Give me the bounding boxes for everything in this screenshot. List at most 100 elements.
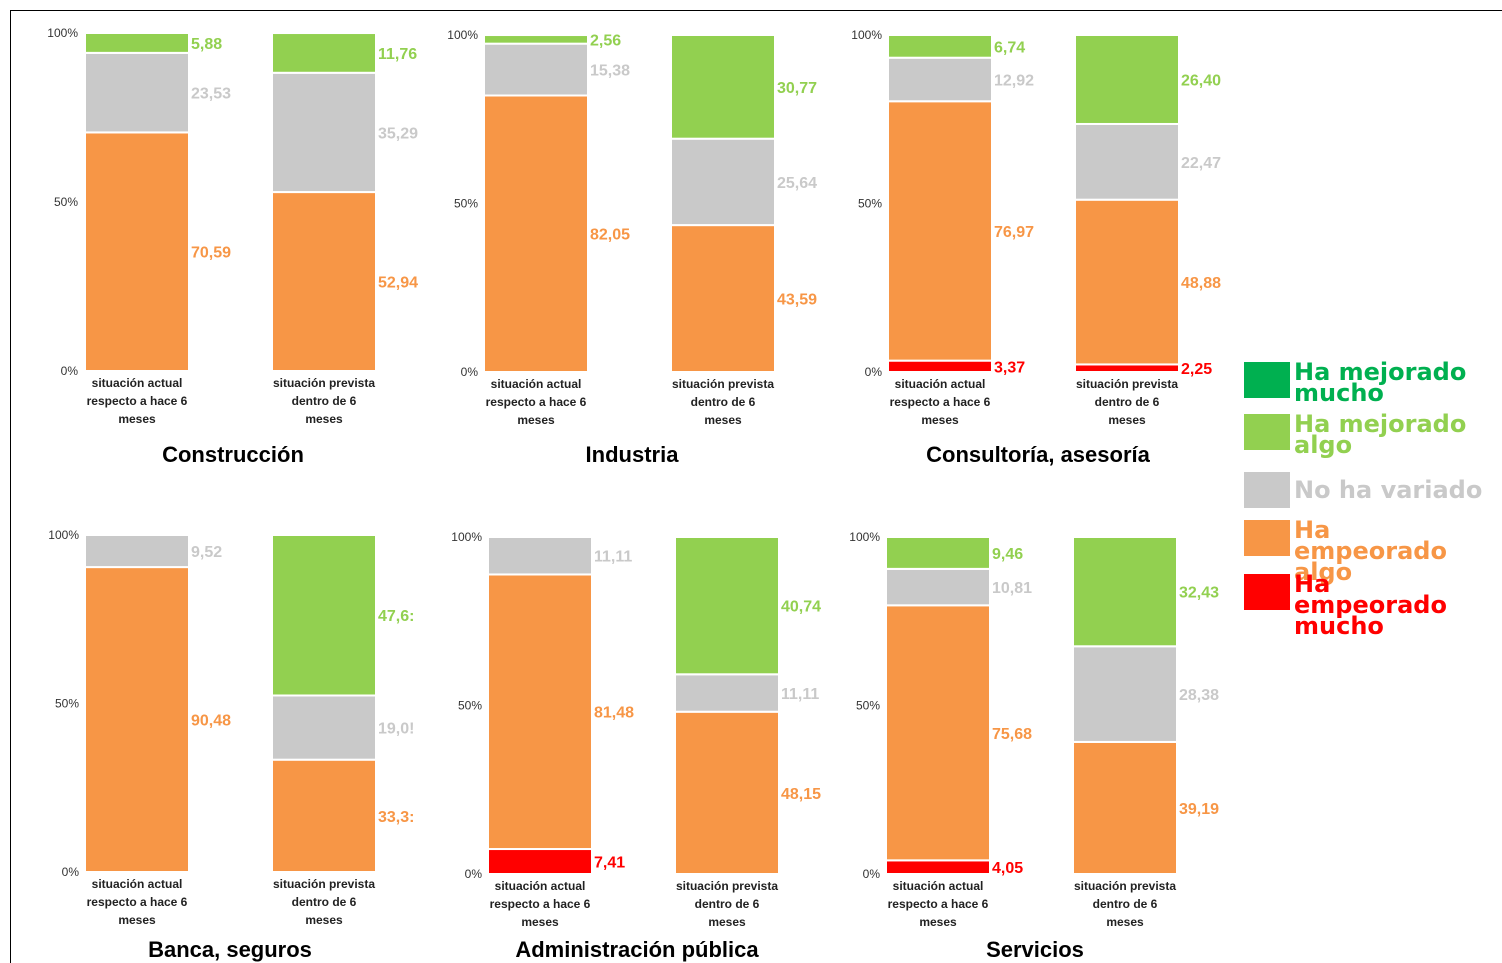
data-label: 15,38 xyxy=(590,63,630,80)
bar-segment-ha-mejorado-algo xyxy=(271,32,377,74)
x-category-label: dentro de 6 xyxy=(1095,395,1160,409)
data-label: 7,41 xyxy=(594,855,625,872)
x-category-label: dentro de 6 xyxy=(292,895,357,909)
data-label: 9,52 xyxy=(191,544,222,561)
legend-swatch-empeorado-algo xyxy=(1244,520,1290,556)
data-label: 23,53 xyxy=(191,86,231,103)
bar-segment-ha-empeorado-algo xyxy=(84,566,190,873)
x-category-label: situación prevista xyxy=(273,877,375,891)
chart-banca-seguros: 0% 50% 100% 90,48 9,52 situación actual respec… xyxy=(48,528,414,962)
bar-segment-ha-empeorado-algo xyxy=(1072,740,1178,875)
chart-title: Construcción xyxy=(162,442,304,467)
bar-segment-ha-empeorado-mucho xyxy=(887,359,993,373)
data-label: 52,94 xyxy=(378,275,418,292)
data-label: 25,64 xyxy=(777,175,817,192)
data-label: 48,88 xyxy=(1181,275,1221,292)
y-tick-label: 50% xyxy=(55,697,79,711)
bar-segment-no-ha-variado xyxy=(1074,122,1180,201)
y-tick-label: 100% xyxy=(851,28,882,42)
x-category-label: respecto a hace 6 xyxy=(490,897,591,911)
x-category-label: respecto a hace 6 xyxy=(888,897,989,911)
bar-segment-no-ha-variado xyxy=(670,137,776,227)
x-category-label: dentro de 6 xyxy=(695,897,760,911)
data-label: 19,0! xyxy=(378,721,414,738)
x-category-label: dentro de 6 xyxy=(1093,897,1158,911)
y-tick-label: 100% xyxy=(849,530,880,544)
x-category-label: respecto a hace 6 xyxy=(890,395,991,409)
data-label: 11,76 xyxy=(378,46,417,63)
bar-segment-no-ha-variado xyxy=(487,536,593,576)
bar-segment-no-ha-variado xyxy=(885,567,991,607)
y-tick-label: 0% xyxy=(465,867,483,881)
bar-segment-ha-empeorado-algo xyxy=(271,758,377,874)
y-tick-label: 50% xyxy=(454,197,478,211)
x-category-label: meses xyxy=(517,413,555,427)
legend-label-no-variado: No ha variado xyxy=(1294,476,1483,504)
x-category-label: meses xyxy=(305,913,343,927)
chart-administracion-publica: 0% 50% 100% 7,41 81,48 11,11 situación actual r… xyxy=(451,530,821,962)
y-tick-label: 50% xyxy=(856,699,880,713)
x-category-label: meses xyxy=(305,412,343,426)
x-category-label: meses xyxy=(704,413,742,427)
frame-left-border xyxy=(10,10,11,963)
bar-segment-ha-empeorado-algo xyxy=(1074,198,1180,366)
bar-segment-no-ha-variado xyxy=(483,42,589,97)
x-category-label: meses xyxy=(118,913,156,927)
y-tick-label: 0% xyxy=(62,865,80,879)
y-tick-label: 50% xyxy=(858,197,882,211)
bar-segment-ha-empeorado-mucho xyxy=(885,859,991,876)
y-tick-label: 0% xyxy=(863,867,881,881)
bar-segment-ha-empeorado-algo xyxy=(84,131,190,372)
legend-label-mejorado-algo: Ha mejorado algo xyxy=(1294,410,1467,459)
x-category-label: meses xyxy=(1108,413,1146,427)
x-category-label: situación actual xyxy=(92,376,183,390)
bar-segment-no-ha-variado xyxy=(271,694,377,761)
x-category-label: situación prevista xyxy=(1074,879,1176,893)
bar-segment-ha-mejorado-algo xyxy=(674,536,780,676)
legend-item-empeorado-algo: Ha empeorado algo xyxy=(1244,516,1484,586)
data-label: 32,43 xyxy=(1179,585,1219,602)
x-category-label: respecto a hace 6 xyxy=(87,895,188,909)
x-category-label: meses xyxy=(921,413,959,427)
data-label: 76,97 xyxy=(994,224,1034,241)
x-category-label: situación actual xyxy=(495,879,586,893)
y-tick-label: 100% xyxy=(48,528,79,542)
chart-title: Banca, seguros xyxy=(148,937,312,962)
legend-item-mejorado-mucho: Ha mejorado mucho xyxy=(1244,360,1484,405)
chart-title: Industria xyxy=(586,442,680,467)
bar-segment-ha-empeorado-mucho xyxy=(487,848,593,876)
legend-swatch-mejorado-algo xyxy=(1244,414,1290,450)
chart-title: Servicios xyxy=(986,937,1084,962)
bar-segment-no-ha-variado xyxy=(84,51,190,134)
legend-item-mejorado-algo: Ha mejorado algo xyxy=(1244,410,1484,459)
data-label: 26,40 xyxy=(1181,72,1221,89)
data-label: 39,19 xyxy=(1179,801,1219,818)
bar-segment-ha-empeorado-algo xyxy=(674,710,780,875)
bar-segment-ha-mejorado-algo xyxy=(1072,536,1178,648)
bar-segment-ha-empeorado-algo xyxy=(487,573,593,851)
legend-item-no-variado: No ha variado xyxy=(1244,472,1484,508)
legend-label-empeorado-algo: Ha empeorado algo xyxy=(1294,516,1447,586)
y-tick-label: 50% xyxy=(458,699,482,713)
legend-swatch-mejorado-mucho xyxy=(1244,362,1290,398)
x-category-label: situación actual xyxy=(893,879,984,893)
data-label: 2,56 xyxy=(590,32,621,49)
data-label: 22,47 xyxy=(1181,155,1221,172)
data-label: 11,11 xyxy=(594,549,632,566)
x-category-label: respecto a hace 6 xyxy=(87,394,188,408)
data-label: 3,37 xyxy=(994,359,1025,376)
data-label: 9,46 xyxy=(992,546,1023,563)
bar-segment-ha-mejorado-algo xyxy=(1074,34,1180,125)
data-label: 30,77 xyxy=(777,80,817,97)
x-category-label: situación actual xyxy=(895,377,986,391)
bar-segment-no-ha-variado xyxy=(84,534,190,569)
bar-segment-no-ha-variado xyxy=(271,71,377,194)
bar-segment-ha-empeorado-algo xyxy=(887,100,993,362)
chart-title: Consultoría, asesoría xyxy=(926,442,1151,467)
data-label: 11,11 xyxy=(781,686,819,703)
x-category-label: situación actual xyxy=(491,377,582,391)
bar-segment-ha-empeorado-algo xyxy=(885,604,991,862)
x-category-label: situación prevista xyxy=(676,879,778,893)
data-label: 35,29 xyxy=(378,125,418,142)
data-label: 90,48 xyxy=(191,713,231,730)
